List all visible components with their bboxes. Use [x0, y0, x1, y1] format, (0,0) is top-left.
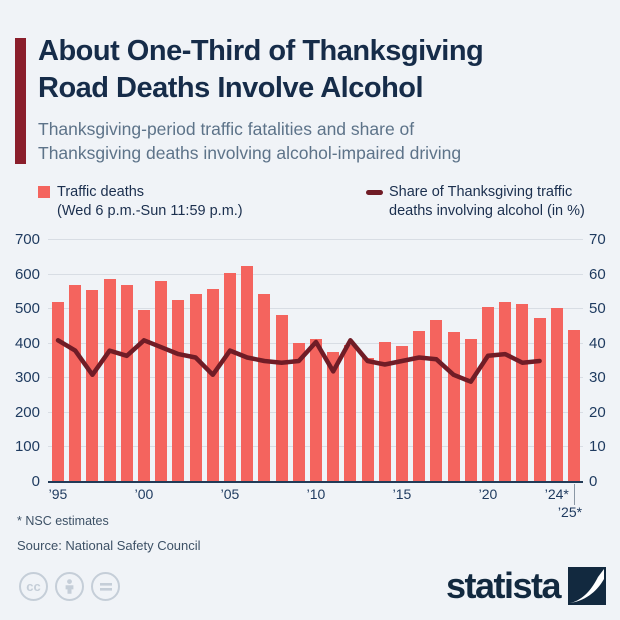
- line-series-swatch-icon: [366, 190, 383, 195]
- right-axis-tick-40: 40: [589, 334, 606, 352]
- bar-1995: [52, 302, 64, 482]
- x-axis-tick-24: ’24*: [544, 486, 569, 502]
- creative-commons-icons[interactable]: cc: [19, 572, 120, 601]
- source-note: Source: National Safety Council: [17, 538, 201, 553]
- right-axis-tick-10: 10: [589, 438, 606, 456]
- page-title: About One-Third of Thanksgiving Road Dea…: [38, 33, 613, 107]
- bar-1996: [69, 284, 82, 482]
- bar-1997: [86, 290, 99, 482]
- title-line-1: About One-Third of Thanksgiving: [38, 35, 484, 67]
- title-line-2: Road Deaths Involve Alcohol: [38, 72, 424, 104]
- legend-item-traffic-deaths: Traffic deaths (Wed 6 p.m.-Sun 11:59 p.m…: [38, 183, 243, 221]
- bar-2024: [550, 308, 563, 482]
- statista-logo-icon: [568, 567, 606, 605]
- left-axis-tick-500: 500: [14, 300, 40, 318]
- bar-2008: [275, 314, 288, 482]
- gridline-700: [48, 239, 583, 240]
- cc-attribution-person-icon[interactable]: [55, 572, 84, 601]
- x-tick-leader-line: [574, 484, 575, 505]
- x-axis-tick-15: ’15: [392, 486, 412, 502]
- x-axis-tick-95: ’95: [48, 486, 68, 502]
- bar-2015: [396, 346, 408, 482]
- legend-line-line-1: Share of Thanksgiving traffic: [389, 184, 573, 200]
- bar-1999: [120, 285, 133, 482]
- alcohol-share-line: [55, 338, 542, 384]
- right-axis-tick-0: 0: [589, 473, 598, 490]
- bar-2012: [344, 345, 357, 482]
- subtitle-line-1: Thanksgiving-period traffic fatalities a…: [38, 119, 415, 139]
- bar-2002: [172, 299, 185, 482]
- right-axis-tick-50: 50: [589, 300, 606, 318]
- right-axis-tick-30: 30: [589, 369, 606, 387]
- statista-wordmark: statista: [445, 565, 562, 606]
- line-series-path: [55, 338, 542, 384]
- bar-2005: [224, 272, 236, 482]
- bar-2020: [482, 307, 494, 482]
- bar-2009: [292, 342, 305, 482]
- equals-glyph: [99, 582, 112, 591]
- page-subtitle: Thanksgiving-period traffic fatalities a…: [38, 117, 613, 165]
- footnote: * NSC estimates: [17, 514, 109, 528]
- bar-series-swatch-icon: [38, 186, 50, 198]
- legend-bars-line-1: Traffic deaths: [57, 184, 145, 200]
- bar-2004: [206, 289, 219, 482]
- left-axis-tick-700: 700: [14, 231, 40, 248]
- bar-2003: [189, 293, 202, 482]
- x-axis-baseline: [48, 481, 583, 483]
- legend-item-alcohol-share: Share of Thanksgiving traffic deaths inv…: [366, 183, 585, 221]
- bar-2021: [499, 301, 512, 482]
- bar-2001: [155, 281, 168, 482]
- x-axis-tick-00: ’00: [134, 486, 154, 502]
- statista-branding[interactable]: statista: [446, 565, 606, 607]
- bar-2011: [327, 352, 340, 482]
- bar-2013: [361, 357, 374, 482]
- cc-license-icon[interactable]: cc: [19, 572, 48, 601]
- x-axis-tick-25: ’25*: [557, 504, 583, 520]
- right-axis-tick-20: 20: [589, 403, 606, 421]
- x-axis-tick-20: ’20: [478, 486, 498, 502]
- left-axis-tick-200: 200: [14, 403, 40, 421]
- cc-equal-icon[interactable]: [91, 572, 120, 601]
- left-axis-tick-0: 0: [31, 473, 40, 490]
- title-accent-bar: [15, 38, 26, 164]
- x-axis-tick-05: ’05: [220, 486, 240, 502]
- left-axis-tick-100: 100: [14, 438, 40, 456]
- left-axis-tick-400: 400: [14, 334, 40, 352]
- subtitle-line-2: Thanksgiving deaths involving alcohol-im…: [38, 143, 462, 163]
- person-glyph: [65, 579, 74, 594]
- bar-2016: [413, 330, 426, 482]
- bar-2000: [138, 310, 150, 482]
- gridline-500: [48, 308, 583, 310]
- right-axis-tick-70: 70: [589, 231, 606, 248]
- x-axis-tick-10: ’10: [306, 486, 326, 502]
- legend-bars-line-2: (Wed 6 p.m.-Sun 11:59 p.m.): [57, 203, 243, 219]
- bar-2007: [258, 294, 271, 482]
- bar-2014: [378, 342, 391, 482]
- left-axis-tick-600: 600: [14, 265, 40, 283]
- bar-1998: [103, 278, 116, 482]
- bar-2010: [310, 338, 322, 482]
- bar-2006: [241, 266, 254, 482]
- plot-area: [48, 239, 583, 483]
- gridline-600: [48, 273, 583, 275]
- bar-2025: [568, 329, 580, 482]
- legend-line-line-2: deaths involving alcohol (in %): [389, 203, 585, 219]
- right-axis-tick-60: 60: [589, 265, 606, 283]
- bar-2022: [516, 303, 529, 482]
- left-axis-tick-300: 300: [14, 369, 40, 387]
